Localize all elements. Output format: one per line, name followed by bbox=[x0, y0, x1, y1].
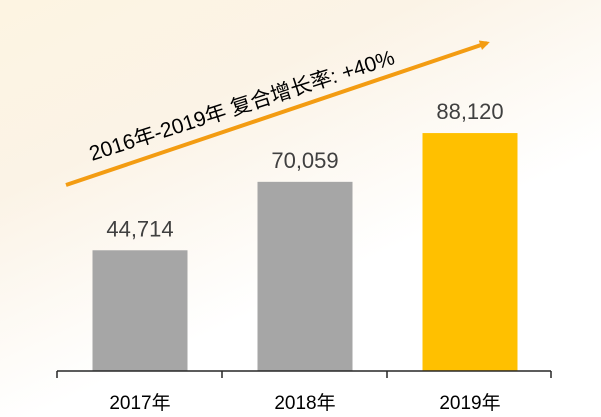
value-label-2018年: 70,059 bbox=[271, 148, 338, 173]
bar-2018年 bbox=[257, 181, 353, 371]
value-labels-layer: 44,714 70,059 88,120 bbox=[106, 99, 503, 241]
x-tick-label-2019年: 2019年 bbox=[439, 392, 500, 414]
bar-2017年 bbox=[92, 250, 188, 371]
bars-layer bbox=[92, 133, 518, 371]
x-axis: 2017年 2018年 2019年 bbox=[56, 370, 552, 414]
x-tick-label-2017年: 2017年 bbox=[109, 392, 170, 414]
value-label-2017年: 44,714 bbox=[106, 216, 173, 241]
growth-arrow bbox=[65, 40, 490, 187]
bar-2019年 bbox=[422, 133, 518, 371]
x-tick-label-2018年: 2018年 bbox=[274, 392, 335, 414]
growth-rate-annotation: 2016年-2019年 复合增长率: +40% bbox=[86, 46, 397, 165]
value-label-2019年: 88,120 bbox=[436, 99, 503, 124]
